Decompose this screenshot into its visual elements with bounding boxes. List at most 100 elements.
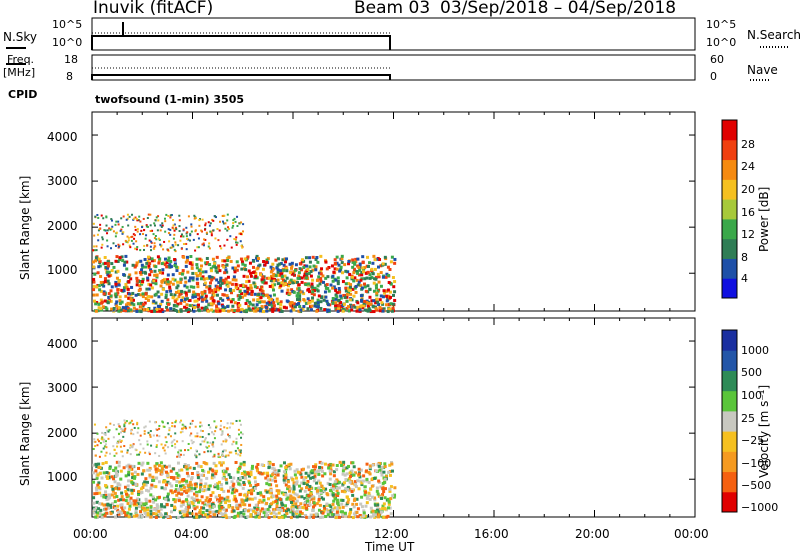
heatmap-cell — [373, 498, 377, 502]
heatmap-cell — [391, 302, 395, 306]
heatmap-cell — [123, 430, 126, 433]
heatmap-cell — [351, 275, 355, 279]
heatmap-cell — [219, 463, 223, 467]
heatmap-cell — [231, 488, 235, 492]
heatmap-cell — [218, 286, 222, 290]
heatmap-cell — [167, 232, 170, 235]
heatmap-cell — [208, 275, 212, 279]
heatmap-cell — [208, 281, 212, 285]
heatmap-cell — [187, 449, 190, 452]
heatmap-cell — [113, 480, 117, 484]
heatmap-cell — [199, 425, 202, 428]
heatmap-cell — [183, 489, 187, 493]
heatmap-cell — [102, 280, 106, 284]
heatmap-cell — [388, 470, 392, 474]
heatmap-cell — [280, 275, 284, 279]
heatmap-cell — [296, 295, 300, 299]
heatmap-cell — [102, 495, 106, 499]
heatmap-cell — [246, 275, 250, 279]
heatmap-cell — [338, 506, 342, 510]
heatmap-cell — [240, 267, 244, 271]
heatmap-cell — [177, 452, 180, 455]
heatmap-cell — [94, 215, 97, 218]
heatmap-cell — [152, 434, 155, 437]
heatmap-cell — [348, 510, 352, 514]
heatmap-cell — [289, 500, 293, 504]
heatmap-cell — [163, 217, 166, 220]
heatmap-cell — [301, 505, 305, 509]
heatmap-cell — [259, 296, 263, 300]
power-ytick: 2000 — [47, 219, 78, 233]
heatmap-cell — [176, 461, 180, 465]
heatmap-cell — [203, 440, 206, 443]
heatmap-cell — [379, 470, 383, 474]
heatmap-cell — [184, 308, 188, 312]
heatmap-cell — [243, 508, 247, 512]
colorbar-segment — [722, 350, 737, 371]
velocity-colorbar — [721, 329, 738, 513]
heatmap-cell — [151, 475, 155, 479]
heatmap-cell — [289, 462, 293, 466]
heatmap-cell — [276, 263, 280, 267]
heatmap-cell — [305, 486, 309, 490]
heatmap-cell — [347, 288, 351, 292]
heatmap-cell — [138, 284, 142, 288]
heatmap-cell — [372, 281, 376, 285]
heatmap-cell — [222, 489, 226, 493]
heatmap-cell — [235, 260, 239, 264]
heatmap-cell — [210, 232, 213, 235]
heatmap-cell — [178, 214, 181, 217]
heatmap-cell — [311, 509, 315, 513]
heatmap-cell — [149, 505, 153, 509]
heatmap-cell — [281, 283, 285, 287]
heatmap-cell — [200, 258, 204, 262]
heatmap-cell — [161, 222, 164, 225]
heatmap-cell — [268, 461, 272, 465]
cpid-label: CPID — [8, 88, 38, 101]
heatmap-cell — [139, 301, 143, 305]
heatmap-cell — [176, 284, 180, 288]
heatmap-cell — [324, 283, 328, 287]
heatmap-cell — [200, 264, 204, 268]
heatmap-cell — [198, 219, 201, 222]
heatmap-cell — [289, 510, 293, 514]
heatmap-cell — [310, 471, 314, 475]
heatmap-cell — [336, 276, 340, 280]
heatmap-cell — [175, 268, 179, 272]
heatmap-cell — [332, 270, 336, 274]
heatmap-cell — [192, 515, 196, 519]
heatmap-cell — [100, 300, 104, 304]
heatmap-cell — [213, 420, 216, 423]
heatmap-cell — [353, 497, 357, 501]
heatmap-cell — [120, 217, 123, 220]
heatmap-cell — [115, 428, 118, 431]
heatmap-cell — [149, 213, 152, 216]
heatmap-cell — [337, 504, 341, 508]
heatmap-cell — [271, 309, 275, 313]
heatmap-cell — [200, 292, 204, 296]
heatmap-cell — [261, 294, 265, 298]
heatmap-cell — [234, 499, 238, 503]
heatmap-cell — [199, 483, 203, 487]
heatmap-cell — [224, 514, 228, 518]
heatmap-cell — [149, 509, 153, 513]
heatmap-cell — [279, 269, 283, 273]
heatmap-cell — [256, 266, 260, 270]
heatmap-cell — [208, 467, 212, 471]
heatmap-cell — [319, 300, 323, 304]
heatmap-cell — [349, 292, 353, 296]
heatmap-cell — [169, 435, 172, 438]
heatmap-cell — [320, 296, 324, 300]
heatmap-cell — [136, 302, 140, 306]
heatmap-cell — [319, 277, 323, 281]
heatmap-cell — [244, 515, 248, 519]
heatmap-cell — [284, 473, 288, 477]
heatmap-cell — [267, 300, 271, 304]
heatmap-cell — [99, 289, 103, 293]
heatmap-cell — [168, 429, 171, 432]
heatmap-cell — [173, 223, 176, 226]
colorbar-segment — [722, 431, 737, 452]
heatmap-cell — [103, 299, 107, 303]
heatmap-cell — [305, 483, 309, 487]
heatmap-cell — [370, 267, 374, 271]
